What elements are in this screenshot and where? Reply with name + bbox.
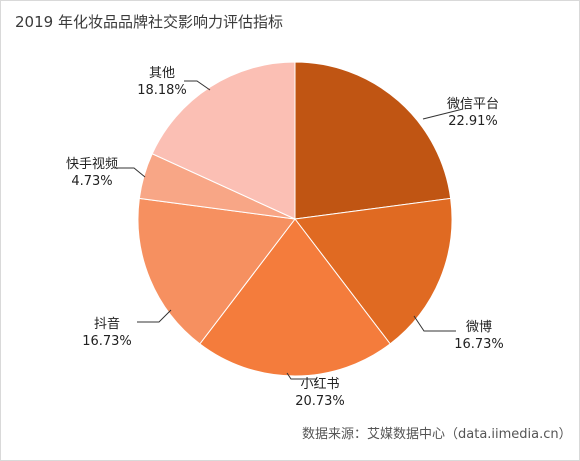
leader-line-slice-5 [114, 167, 146, 178]
slice-name-label-slice-6: 其他 [149, 66, 175, 81]
leader-line-slice-6 [184, 80, 211, 91]
slice-name-label-slice-5: 快手视频 [66, 157, 118, 172]
leader-line-slice-1 [422, 108, 464, 120]
leader-line-slice-4 [137, 309, 172, 323]
data-source-note: 数据来源：艾媒数据中心（data.iimedia.cn） [302, 427, 572, 442]
slice-name-label-slice-2: 微博 [466, 320, 492, 335]
pie-slice-2 [294, 197, 453, 345]
pie-slice-1 [294, 61, 452, 220]
slice-value-label-slice-1: 22.91% [448, 114, 498, 129]
slice-name-label-slice-3: 小红书 [300, 376, 339, 392]
pie-slice-6 [151, 61, 296, 220]
slice-name-label-slice-1: 微信平台 [447, 97, 499, 112]
pie-slice-3 [199, 218, 391, 377]
slice-value-label-slice-4: 16.73% [82, 334, 132, 349]
leader-line-slice-3 [286, 372, 317, 380]
slice-value-label-slice-6: 18.18% [137, 83, 187, 98]
slice-value-label-slice-5: 4.73% [71, 174, 112, 189]
leader-line-slice-2 [413, 315, 456, 332]
pie-slice-4 [137, 197, 296, 345]
slice-value-label-slice-2: 16.73% [454, 337, 504, 352]
slice-value-label-slice-3: 20.73% [295, 394, 345, 409]
slice-name-label-slice-4: 抖音 [94, 316, 120, 332]
chart-title: 2019 年化妆品品牌社交影响力评估指标 [15, 13, 283, 31]
